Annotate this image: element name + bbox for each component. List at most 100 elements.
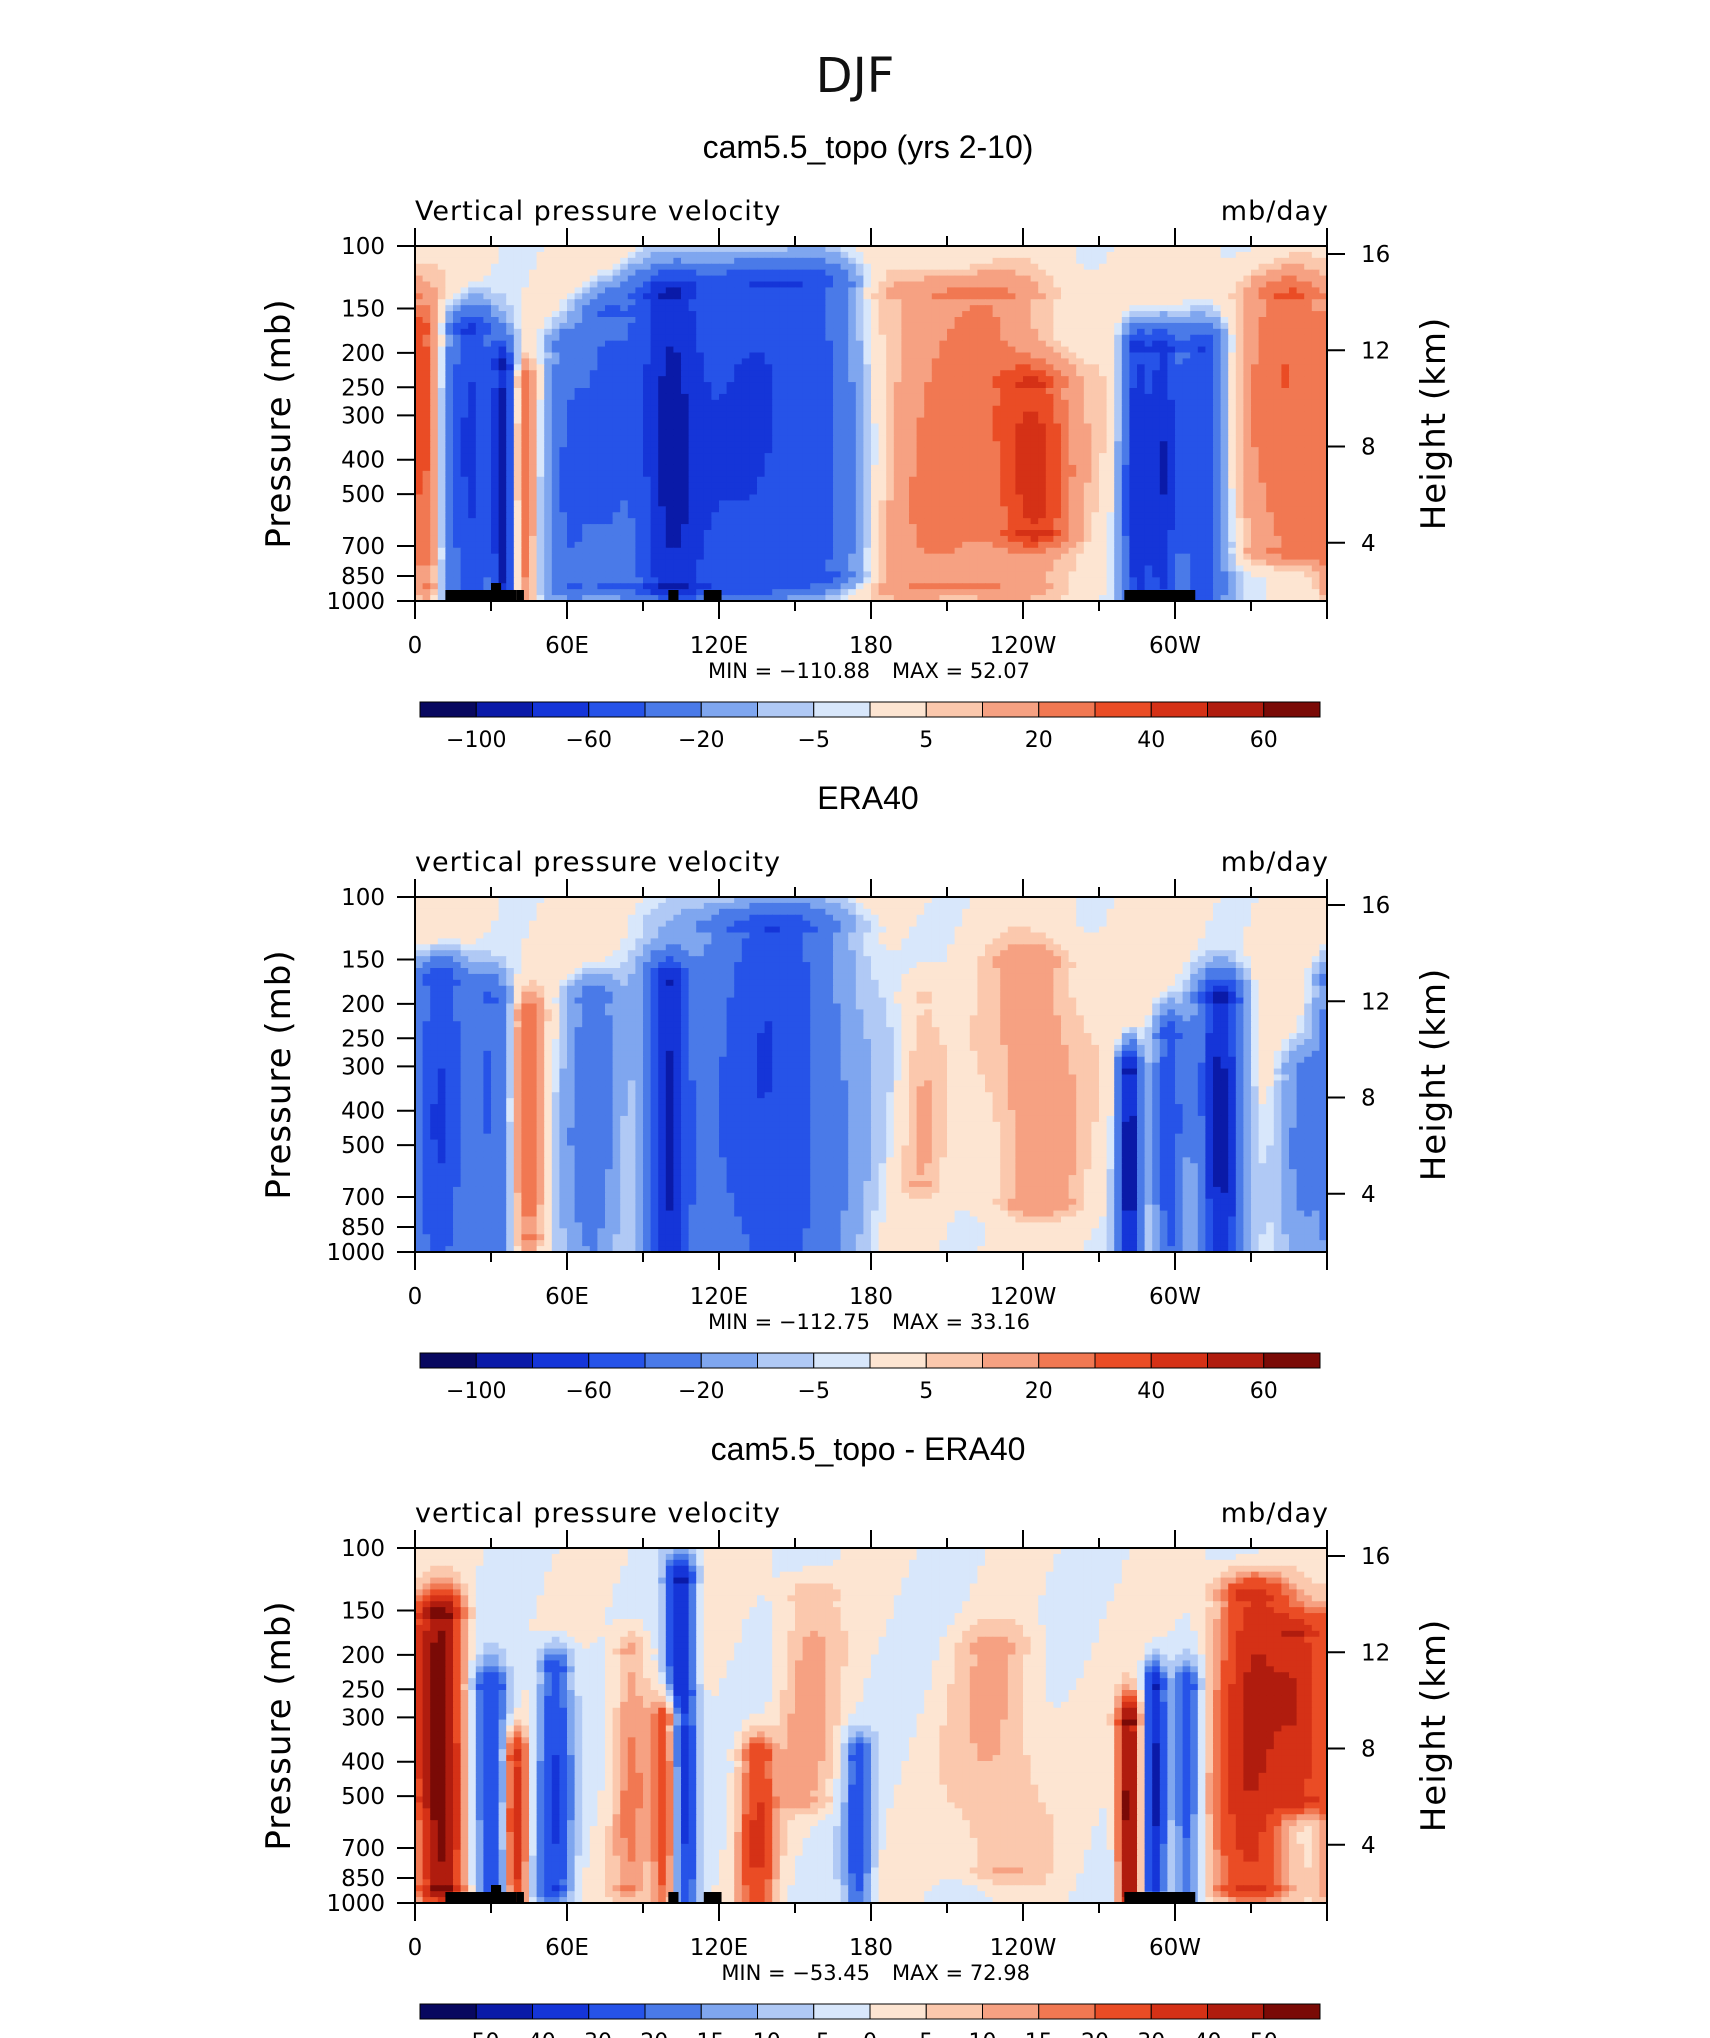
contour-cell bbox=[1061, 459, 1070, 466]
contour-cell bbox=[1281, 358, 1290, 365]
contour-cell bbox=[909, 322, 918, 330]
contour-cell bbox=[597, 263, 606, 271]
contour-cell bbox=[734, 246, 743, 253]
contour-cell bbox=[650, 482, 659, 490]
contour-cell bbox=[544, 334, 553, 342]
contour-cell bbox=[779, 399, 788, 407]
contour-cell bbox=[491, 382, 500, 389]
contour-cell bbox=[1030, 352, 1039, 360]
contour-cell bbox=[1076, 269, 1085, 277]
contour-cell bbox=[460, 263, 469, 271]
contour-cell bbox=[886, 393, 895, 401]
contour-cell bbox=[589, 482, 598, 490]
contour-cell bbox=[1273, 299, 1282, 306]
contour-cell bbox=[757, 352, 766, 360]
contour-cell bbox=[1045, 435, 1054, 442]
contour-cell bbox=[551, 293, 560, 300]
contour-cell bbox=[1311, 263, 1320, 271]
contour-cell bbox=[1129, 269, 1138, 277]
contour-cell bbox=[1175, 346, 1184, 354]
contour-cell bbox=[1251, 393, 1260, 401]
contour-cell bbox=[1296, 423, 1305, 431]
contour-cell bbox=[1197, 311, 1206, 318]
contour-cell bbox=[939, 317, 948, 324]
contour-cell bbox=[559, 346, 568, 354]
contour-cell bbox=[483, 441, 492, 448]
contour-cell bbox=[453, 405, 462, 413]
contour-cell bbox=[1000, 459, 1009, 466]
contour-cell bbox=[1311, 470, 1320, 478]
contour-cell bbox=[1235, 305, 1244, 312]
contour-cell bbox=[430, 281, 439, 289]
contour-cell bbox=[939, 328, 948, 336]
contour-cell bbox=[665, 311, 674, 318]
contour-cell bbox=[658, 435, 667, 442]
contour-cell bbox=[931, 334, 940, 342]
contour-cell bbox=[650, 358, 659, 365]
contour-cell bbox=[1045, 317, 1054, 324]
contour-cell bbox=[848, 275, 857, 283]
contour-cell bbox=[1175, 358, 1184, 365]
contour-cell bbox=[1076, 340, 1085, 348]
contour-cell bbox=[627, 281, 636, 289]
contour-cell bbox=[1144, 388, 1153, 395]
contour-cell bbox=[1144, 364, 1153, 371]
contour-cell bbox=[567, 441, 576, 448]
contour-cell bbox=[893, 388, 902, 395]
contour-cell bbox=[582, 382, 591, 389]
contour-cell bbox=[1159, 334, 1168, 342]
contour-cell bbox=[962, 405, 971, 413]
contour-cell bbox=[1030, 275, 1039, 283]
contour-cell bbox=[871, 382, 880, 389]
contour-cell bbox=[529, 482, 538, 490]
field-label: Vertical pressure velocity bbox=[415, 196, 781, 227]
contour-cell bbox=[483, 340, 492, 348]
contour-cell bbox=[1137, 435, 1146, 442]
contour-cell bbox=[1213, 352, 1222, 360]
contour-cell bbox=[643, 293, 652, 300]
contour-cell bbox=[909, 399, 918, 407]
contour-cell bbox=[460, 376, 469, 383]
contour-cell bbox=[931, 317, 940, 324]
contour-cell bbox=[643, 447, 652, 454]
contour-cell bbox=[506, 346, 515, 354]
contour-cell bbox=[1121, 429, 1130, 436]
contour-cell bbox=[1083, 334, 1092, 342]
contour-cell bbox=[620, 453, 629, 460]
contour-cell bbox=[620, 334, 629, 342]
contour-cell bbox=[1304, 364, 1313, 371]
contour-cell bbox=[962, 293, 971, 300]
contour-cell bbox=[817, 405, 826, 413]
contour-cell bbox=[939, 459, 948, 466]
contour-cell bbox=[574, 476, 583, 484]
contour-cell bbox=[954, 423, 963, 431]
contour-cell bbox=[1258, 322, 1267, 330]
contour-cell bbox=[924, 275, 933, 283]
contour-cell bbox=[969, 470, 978, 478]
contour-cell bbox=[1000, 482, 1009, 490]
contour-cell bbox=[1129, 317, 1138, 324]
contour-cell bbox=[536, 305, 545, 312]
contour-cell bbox=[1228, 328, 1237, 336]
contour-cell bbox=[916, 317, 925, 324]
contour-cell bbox=[962, 388, 971, 395]
contour-cell bbox=[726, 281, 735, 289]
contour-cell bbox=[734, 417, 743, 425]
contour-cell bbox=[1213, 328, 1222, 336]
contour-cell bbox=[650, 364, 659, 371]
contour-cell bbox=[544, 293, 553, 300]
contour-cell bbox=[969, 275, 978, 283]
contour-cell bbox=[536, 352, 545, 360]
contour-cell bbox=[529, 257, 538, 265]
contour-cell bbox=[665, 281, 674, 289]
contour-cell bbox=[1091, 441, 1100, 448]
contour-cell bbox=[1167, 429, 1176, 436]
contour-cell bbox=[954, 488, 963, 496]
contour-cell bbox=[544, 488, 553, 496]
contour-cell bbox=[673, 388, 682, 395]
contour-cell bbox=[635, 340, 644, 348]
contour-cell bbox=[1266, 417, 1275, 425]
contour-cell bbox=[506, 411, 515, 419]
contour-cell bbox=[1129, 482, 1138, 490]
contour-cell bbox=[582, 370, 591, 377]
